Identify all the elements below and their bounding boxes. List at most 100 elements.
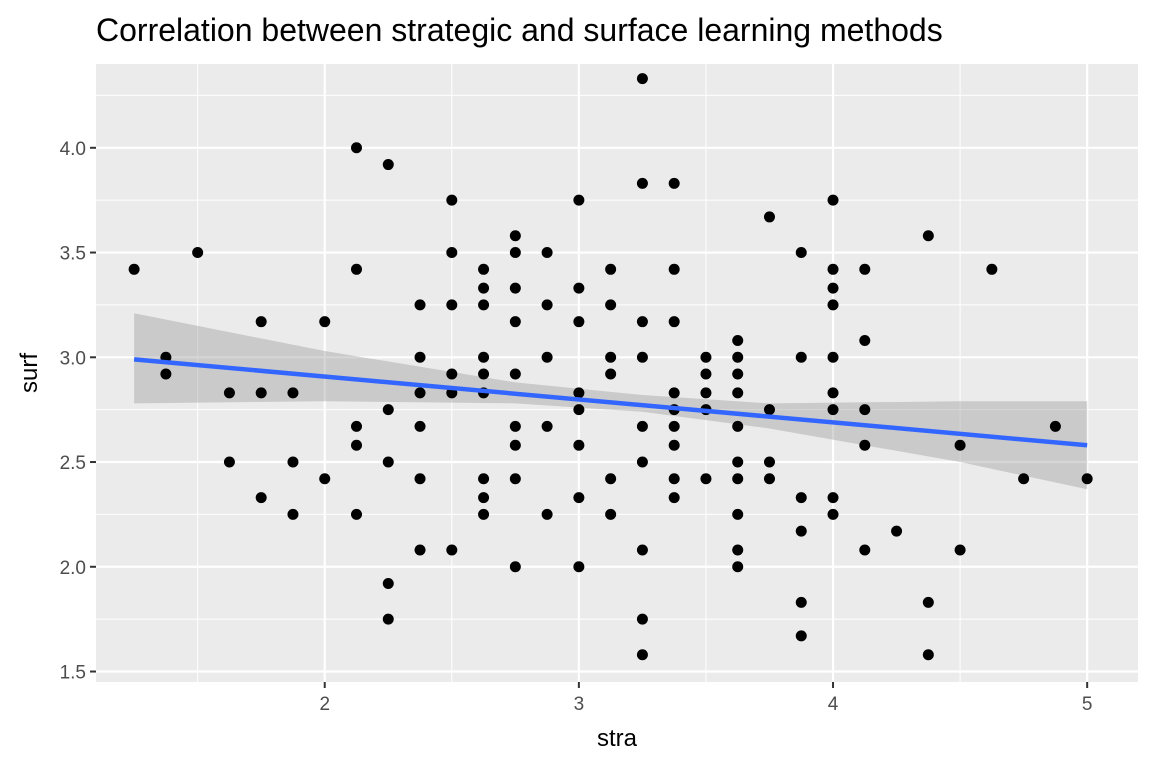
- data-point: [478, 263, 490, 275]
- data-point: [859, 544, 871, 556]
- x-tick-label: 4: [828, 694, 839, 715]
- data-point: [351, 142, 362, 154]
- x-axis-title: stra: [597, 725, 638, 752]
- data-point: [763, 456, 775, 468]
- data-point: [732, 561, 744, 573]
- axes: 2 3 4 5 1.5 2.0 2.5 3.0 3.5 4.0: [60, 139, 1093, 715]
- data-point: [446, 544, 458, 556]
- data-point: [478, 299, 490, 311]
- data-point: [668, 492, 680, 504]
- data-point: [509, 368, 521, 380]
- data-point: [1018, 473, 1030, 485]
- data-point: [668, 316, 680, 328]
- data-point: [478, 473, 490, 485]
- data-point: [287, 508, 299, 520]
- data-point: [414, 299, 426, 311]
- data-point: [827, 263, 839, 275]
- data-point: [509, 420, 521, 432]
- data-point: [732, 368, 744, 380]
- data-point: [732, 473, 744, 485]
- data-point: [827, 387, 839, 399]
- data-point: [382, 613, 394, 625]
- data-point: [763, 404, 775, 416]
- data-point: [827, 492, 839, 504]
- data-point: [795, 596, 807, 608]
- data-point: [827, 299, 839, 311]
- data-point: [1081, 473, 1093, 485]
- data-point: [478, 351, 490, 363]
- data-point: [668, 439, 680, 451]
- data-point: [732, 456, 744, 468]
- data-point: [605, 351, 617, 363]
- data-point: [605, 299, 617, 311]
- data-point: [954, 544, 966, 556]
- y-tick-label: 4.0: [60, 139, 86, 160]
- data-point: [414, 420, 426, 432]
- data-point: [414, 351, 426, 363]
- data-point: [382, 578, 394, 590]
- data-point: [700, 387, 712, 399]
- data-point: [827, 404, 839, 416]
- data-point: [954, 439, 966, 451]
- data-point: [700, 351, 712, 363]
- data-point: [509, 282, 521, 294]
- data-point: [351, 263, 362, 275]
- data-point: [573, 561, 585, 573]
- regression-line-group: [133, 357, 1088, 448]
- data-point: [414, 387, 426, 399]
- data-point: [192, 247, 204, 259]
- y-tick-label: 2.0: [60, 558, 86, 579]
- data-point: [795, 247, 807, 259]
- data-point: [827, 351, 839, 363]
- data-point: [795, 351, 807, 363]
- data-point: [795, 492, 807, 504]
- x-tick-label: 3: [574, 694, 585, 715]
- grid-lines: [96, 64, 1138, 682]
- data-point: [732, 335, 744, 347]
- data-point: [668, 420, 680, 432]
- data-point: [128, 263, 140, 275]
- data-point: [827, 194, 839, 206]
- data-point: [636, 351, 648, 363]
- data-point: [795, 525, 807, 537]
- data-point: [541, 351, 553, 363]
- data-point: [668, 473, 680, 485]
- data-point: [478, 508, 490, 520]
- data-point: [668, 263, 680, 275]
- data-point: [922, 596, 934, 608]
- data-point: [478, 492, 490, 504]
- data-point: [382, 404, 394, 416]
- data-point: [636, 456, 648, 468]
- data-point: [700, 368, 712, 380]
- data-point: [636, 420, 648, 432]
- data-point: [446, 299, 458, 311]
- data-point: [414, 473, 426, 485]
- data-point: [414, 544, 426, 556]
- data-point: [573, 404, 585, 416]
- data-point: [509, 473, 521, 485]
- data-point: [763, 211, 775, 223]
- y-tick-label: 3.5: [60, 244, 86, 265]
- data-point: [446, 247, 458, 259]
- data-point: [541, 420, 553, 432]
- data-point: [605, 508, 617, 520]
- data-point: [446, 368, 458, 380]
- data-point: [605, 263, 617, 275]
- data-point: [636, 613, 648, 625]
- y-tick-label: 3.0: [60, 348, 86, 369]
- data-point: [668, 177, 680, 189]
- data-point: [573, 492, 585, 504]
- data-point: [255, 492, 267, 504]
- data-point: [732, 351, 744, 363]
- data-point: [732, 508, 744, 520]
- data-point: [795, 630, 807, 642]
- data-point: [478, 282, 490, 294]
- data-point: [636, 73, 648, 85]
- data-point: [223, 387, 235, 399]
- data-point: [573, 282, 585, 294]
- data-point: [255, 316, 267, 328]
- data-point: [351, 508, 362, 520]
- data-point: [891, 525, 903, 537]
- data-point: [382, 159, 394, 171]
